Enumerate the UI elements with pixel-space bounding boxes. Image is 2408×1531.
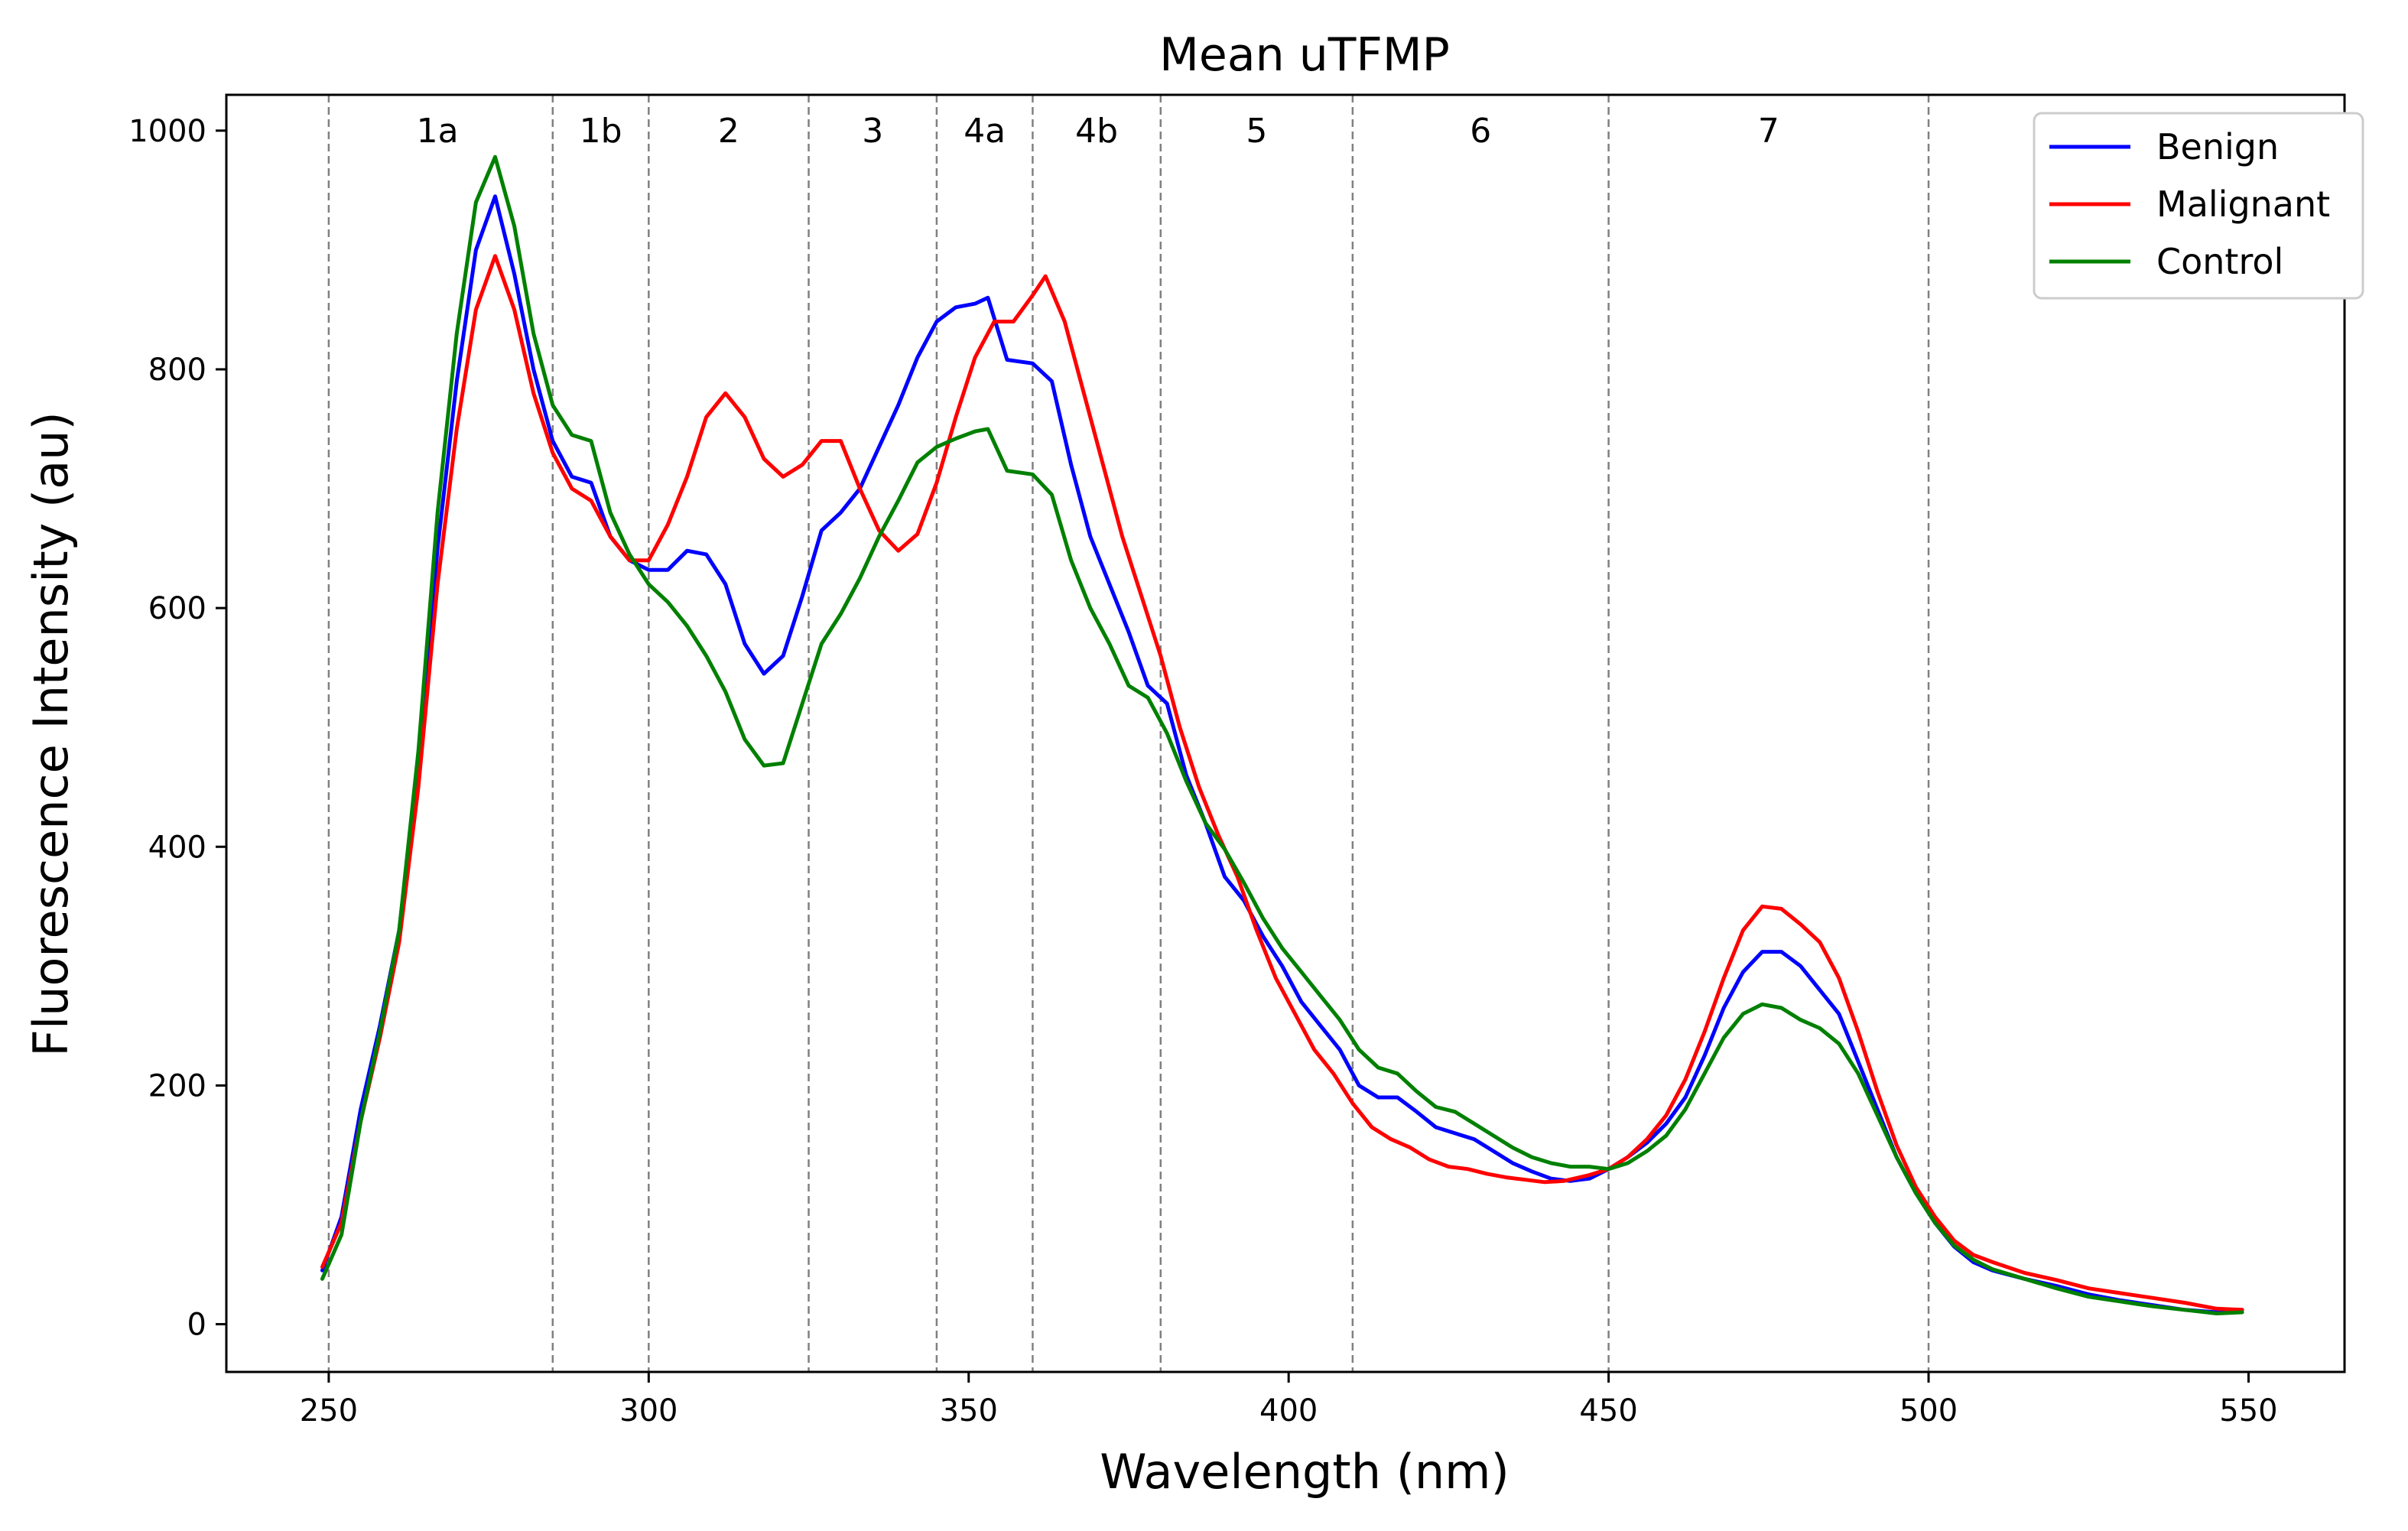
legend-label: Malignant [2156, 184, 2330, 225]
y-tick-label: 400 [148, 830, 206, 865]
legend-label: Control [2156, 241, 2283, 282]
region-label: 7 [1758, 112, 1779, 151]
x-tick-label: 550 [2219, 1393, 2277, 1429]
region-dividers [327, 95, 1930, 1372]
x-tick-label: 350 [940, 1393, 998, 1429]
y-axis: 0 200 400 600 800 1000 [128, 114, 226, 1343]
series-line-benign [320, 194, 2244, 1315]
series-line-control [320, 154, 2244, 1315]
region-label: 1b [580, 112, 622, 151]
region-label: 1a [417, 112, 459, 151]
region-label: 5 [1246, 112, 1267, 151]
y-tick-label: 1000 [128, 114, 206, 149]
region-labels: 1a 1b 2 3 4a 4b 5 6 7 [417, 112, 1779, 151]
y-tick-label: 600 [148, 591, 206, 626]
y-tick-label: 800 [148, 353, 206, 388]
x-axis: 250 300 350 400 450 500 550 [300, 1372, 2278, 1429]
region-label: 6 [1470, 112, 1491, 151]
y-tick-label: 200 [148, 1068, 206, 1104]
x-tick-label: 450 [1579, 1393, 1637, 1429]
region-label: 4a [964, 112, 1006, 151]
series-line-malignant [320, 254, 2244, 1312]
y-axis-label: Fluorescence Intensity (au) [23, 411, 79, 1056]
x-tick-label: 500 [1899, 1393, 1958, 1429]
x-tick-label: 300 [619, 1393, 678, 1429]
region-label: 3 [862, 112, 883, 151]
x-tick-label: 400 [1259, 1393, 1318, 1429]
chart-title: Mean uTFMP [1159, 28, 1450, 82]
legend-label: Benign [2156, 126, 2279, 167]
series-lines [320, 154, 2244, 1315]
region-label: 2 [718, 112, 739, 151]
plot-area-frame [225, 93, 2346, 1373]
region-label: 4b [1075, 112, 1118, 151]
legend: Benign Malignant Control [2033, 112, 2364, 300]
x-axis-label: Wavelength (nm) [1100, 1444, 1509, 1500]
x-tick-label: 250 [300, 1393, 358, 1429]
y-tick-label: 0 [187, 1308, 206, 1343]
legend-box [2033, 112, 2364, 300]
